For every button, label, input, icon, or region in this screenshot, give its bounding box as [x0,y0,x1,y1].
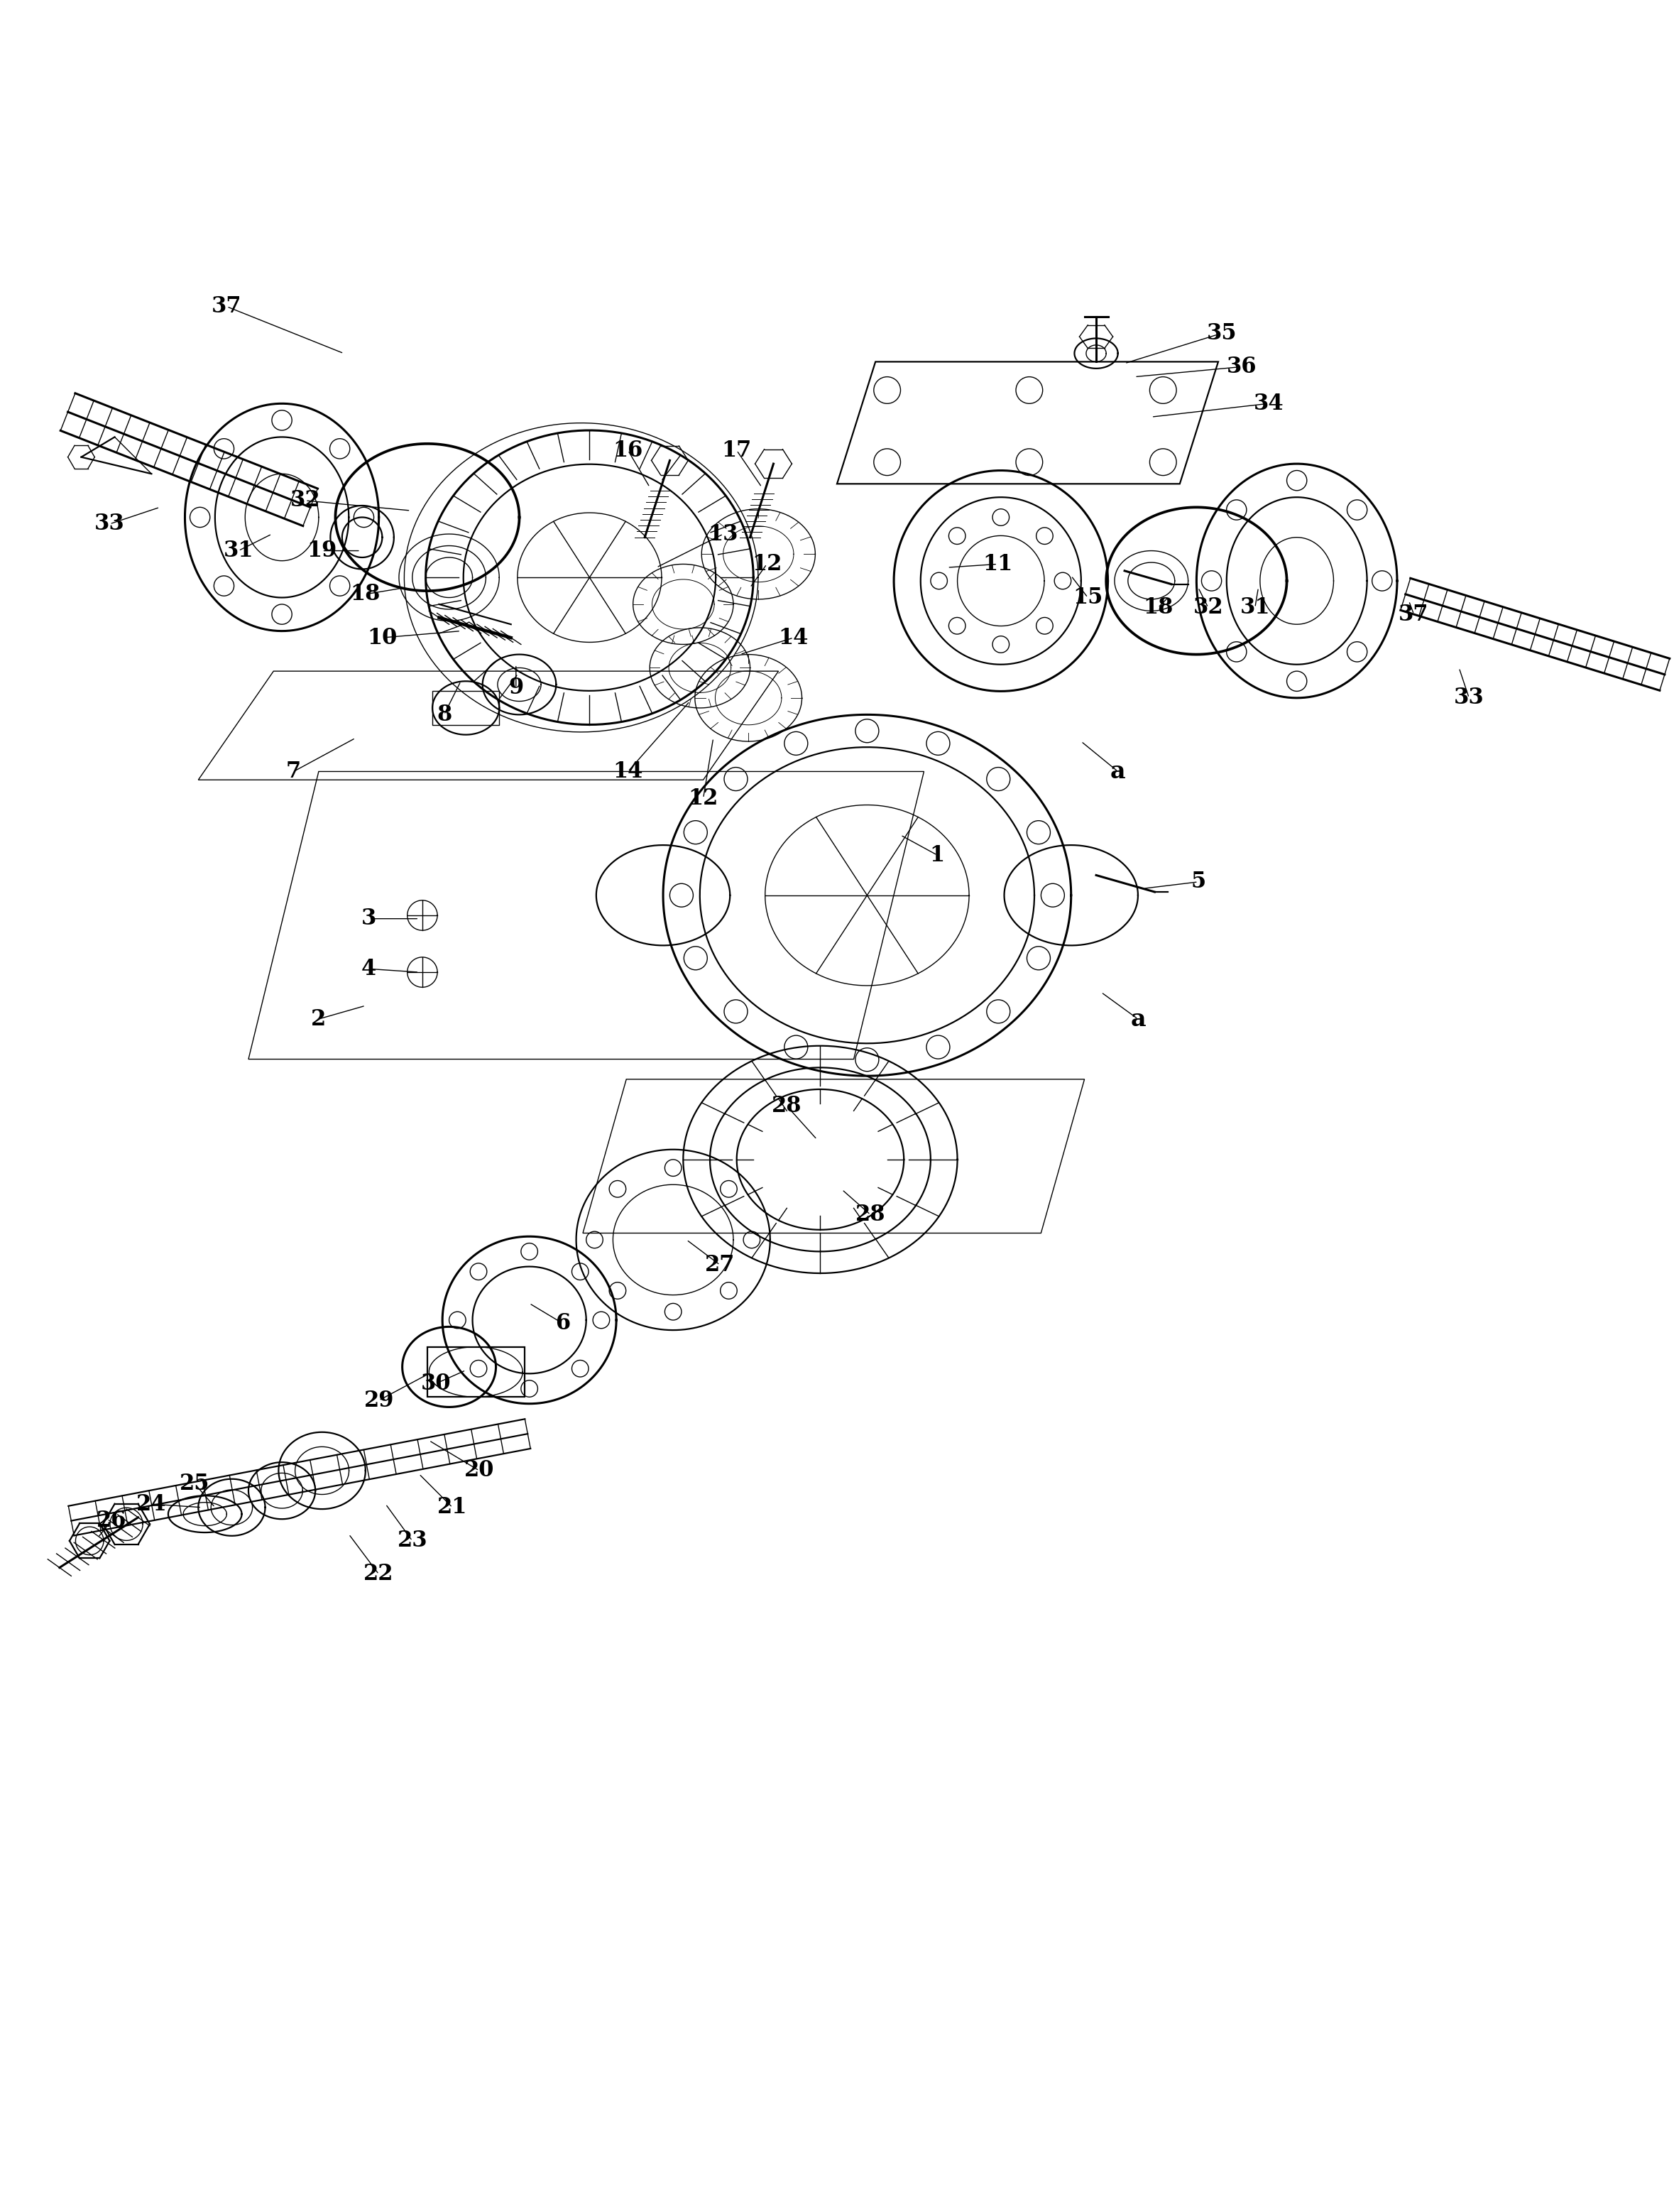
Text: 1: 1 [929,845,944,867]
Bar [432,690,499,726]
Text: 5: 5 [1190,872,1205,894]
Text: 27: 27 [705,1254,735,1276]
Text: 37: 37 [1399,604,1430,626]
Text: 33: 33 [1453,688,1485,708]
Text: 16: 16 [613,440,643,462]
Text: 31: 31 [223,540,253,562]
Text: 11: 11 [983,553,1013,575]
Text: 13: 13 [708,522,738,544]
Text: 32: 32 [290,489,320,511]
Text: 37: 37 [211,296,241,319]
Text: 12: 12 [688,787,718,810]
Text: a: a [1130,1006,1145,1031]
Text: a: a [1110,759,1125,783]
Text: 7: 7 [286,761,301,783]
Text: 33: 33 [94,513,126,535]
Text: 35: 35 [1207,323,1237,345]
Text: 29: 29 [363,1389,393,1411]
Text: 8: 8 [437,703,452,726]
Text: 28: 28 [855,1203,886,1225]
Text: 25: 25 [179,1473,209,1495]
Text: 4: 4 [362,958,377,980]
Text: 28: 28 [772,1095,802,1117]
Text: 17: 17 [721,440,752,462]
Text: 22: 22 [363,1564,393,1586]
Text: 26: 26 [97,1511,126,1531]
Text: 2: 2 [311,1009,326,1031]
Text: 15: 15 [1073,586,1103,608]
Text: 14: 14 [778,626,809,648]
Text: 19: 19 [306,540,336,562]
Text: 14: 14 [613,761,643,783]
Text: 10: 10 [367,626,397,648]
Text: 20: 20 [464,1460,494,1482]
Text: 31: 31 [1240,597,1271,619]
Text: 24: 24 [136,1493,166,1515]
Text: 3: 3 [362,907,377,929]
Text: 9: 9 [509,677,524,699]
Text: 18: 18 [350,584,380,606]
Text: 12: 12 [752,553,782,575]
Text: 30: 30 [420,1374,450,1394]
Text: 34: 34 [1254,392,1284,414]
Text: 18: 18 [1143,597,1173,619]
Text: 32: 32 [1194,597,1224,619]
Bar [427,1347,524,1398]
Text: 36: 36 [1227,356,1257,378]
Text: 6: 6 [556,1312,571,1334]
Text: 23: 23 [397,1531,427,1553]
Text: 21: 21 [437,1495,467,1517]
